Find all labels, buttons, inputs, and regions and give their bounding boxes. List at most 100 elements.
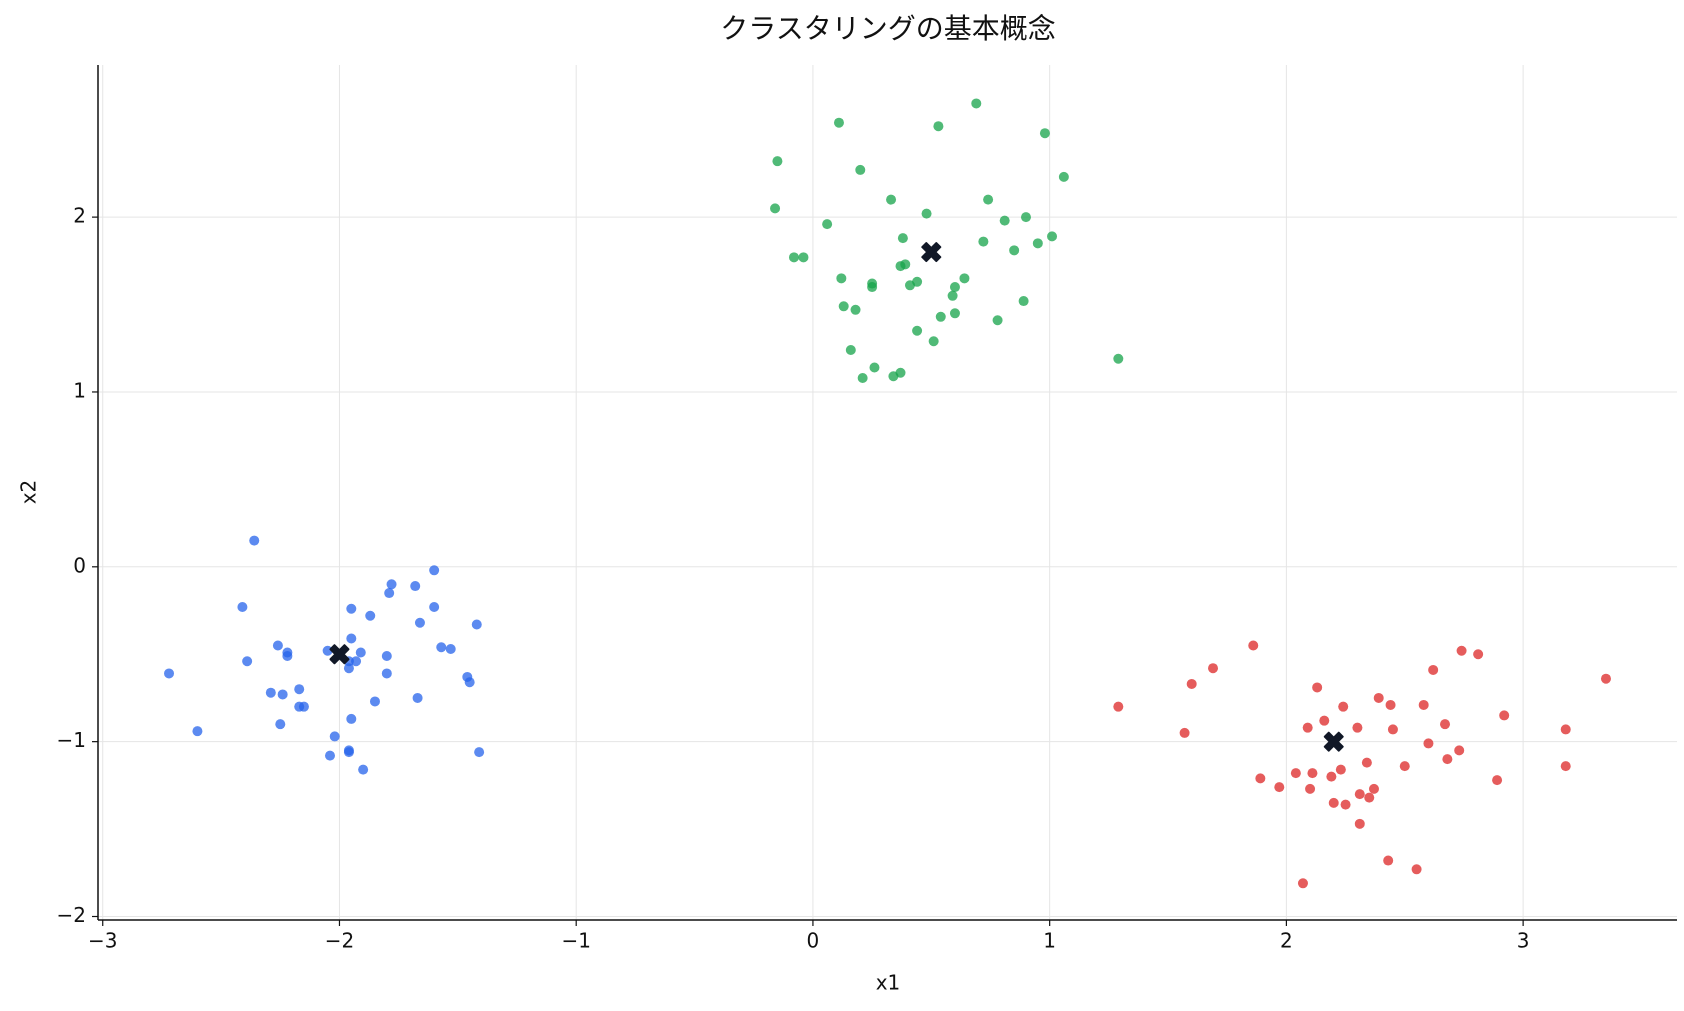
point xyxy=(1399,761,1410,772)
point xyxy=(869,362,880,373)
point xyxy=(1385,699,1396,710)
point xyxy=(933,121,944,132)
point xyxy=(845,345,856,355)
point xyxy=(381,650,392,661)
point xyxy=(464,677,475,688)
point xyxy=(1113,701,1124,712)
point xyxy=(1492,775,1503,786)
point xyxy=(1335,764,1346,775)
point xyxy=(921,208,932,219)
y-tick-label: 1 xyxy=(73,378,86,402)
point xyxy=(294,684,305,695)
point xyxy=(414,617,425,628)
x-tick-label: 2 xyxy=(1280,929,1293,953)
point xyxy=(798,252,809,263)
centroid xyxy=(921,242,942,263)
point xyxy=(1274,782,1285,793)
point xyxy=(949,282,960,293)
point xyxy=(1456,645,1467,656)
point xyxy=(249,535,260,546)
point xyxy=(1113,353,1124,364)
point xyxy=(1373,692,1384,703)
point xyxy=(429,565,440,576)
point xyxy=(1383,855,1394,866)
point xyxy=(855,164,866,175)
point xyxy=(1354,789,1365,800)
point xyxy=(369,696,380,707)
point xyxy=(1440,719,1451,730)
point xyxy=(928,336,939,347)
chart-title: クラスタリングの基本概念 xyxy=(720,12,1055,45)
point xyxy=(1307,768,1318,779)
point xyxy=(888,371,899,382)
point xyxy=(1354,818,1365,829)
point xyxy=(959,273,970,284)
point xyxy=(897,233,908,244)
point xyxy=(983,194,994,205)
point xyxy=(1058,171,1069,182)
centroid xyxy=(1323,731,1344,752)
point xyxy=(329,731,340,742)
point xyxy=(949,308,960,319)
point xyxy=(1499,710,1510,721)
point xyxy=(1340,799,1351,810)
y-axis-label: x2 xyxy=(17,480,41,505)
y-tick-label: −1 xyxy=(57,728,86,752)
point xyxy=(1047,231,1058,242)
point xyxy=(992,315,1003,326)
point xyxy=(1039,128,1050,139)
point xyxy=(1600,673,1611,684)
point xyxy=(912,325,923,336)
point xyxy=(1387,724,1398,735)
point xyxy=(788,252,799,263)
point xyxy=(1020,212,1031,223)
point xyxy=(1361,757,1372,768)
point xyxy=(429,602,440,613)
point xyxy=(971,98,982,109)
point xyxy=(1560,724,1571,735)
point xyxy=(850,304,861,315)
x-tick-label: −3 xyxy=(88,929,117,953)
point xyxy=(1364,792,1375,803)
point xyxy=(836,273,847,284)
point xyxy=(445,643,456,654)
point xyxy=(822,219,833,230)
point xyxy=(904,280,915,291)
x-tick-label: 1 xyxy=(1043,929,1056,953)
point xyxy=(192,726,203,737)
point xyxy=(867,282,878,293)
point xyxy=(277,689,288,700)
point xyxy=(1560,761,1571,772)
point xyxy=(298,701,309,712)
point xyxy=(1032,238,1043,249)
point xyxy=(343,663,354,674)
point xyxy=(1423,738,1434,749)
point xyxy=(1454,745,1465,756)
point xyxy=(947,290,958,301)
point xyxy=(772,156,783,167)
point xyxy=(265,687,276,698)
point xyxy=(833,117,844,128)
point xyxy=(935,311,946,322)
point xyxy=(1319,715,1330,726)
point xyxy=(1009,245,1020,256)
point xyxy=(1305,783,1316,794)
point xyxy=(474,747,485,758)
x-axis-label: x1 xyxy=(876,971,901,995)
point xyxy=(1326,771,1337,782)
point xyxy=(1186,678,1197,689)
point xyxy=(1297,878,1308,889)
point xyxy=(978,236,989,247)
point xyxy=(1411,864,1422,875)
point xyxy=(365,610,376,621)
point xyxy=(1312,682,1323,693)
point xyxy=(770,203,781,214)
point xyxy=(471,619,482,630)
point xyxy=(1018,296,1029,307)
point xyxy=(384,588,395,599)
point xyxy=(358,764,369,775)
point xyxy=(275,719,286,730)
point xyxy=(324,750,335,761)
